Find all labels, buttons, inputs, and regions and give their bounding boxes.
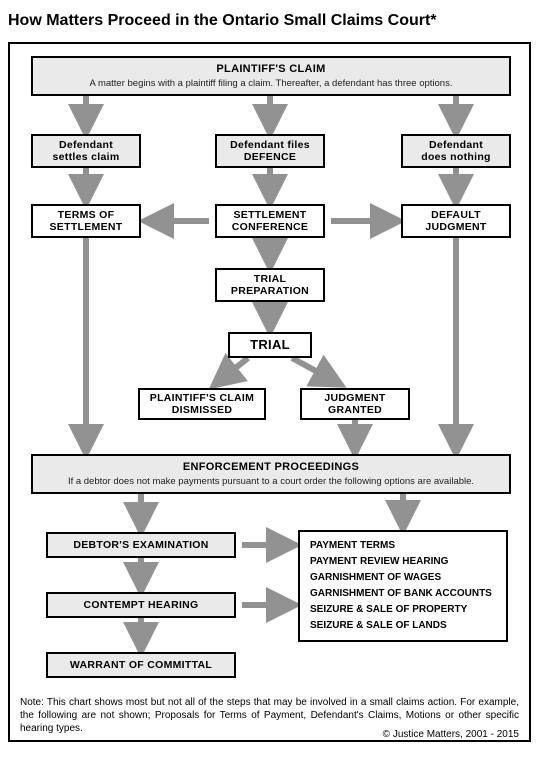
line1: Defendant xyxy=(59,139,113,151)
enf-opt: PAYMENT REVIEW HEARING xyxy=(310,554,496,570)
enf-opt: GARNISHMENT OF BANK ACCOUNTS xyxy=(310,586,496,602)
heading: TRIAL xyxy=(250,338,290,353)
copyright: © Justice Matters, 2001 - 2015 xyxy=(383,729,519,740)
box-enforcement-options: PAYMENT TERMS PAYMENT REVIEW HEARING GAR… xyxy=(298,530,508,642)
heading: DEFAULT JUDGMENT xyxy=(425,209,486,233)
heading: TRIAL PREPARATION xyxy=(231,273,309,297)
box-defendant-settles: Defendant settles claim xyxy=(31,134,141,168)
enf-opt: GARNISHMENT OF WAGES xyxy=(310,570,496,586)
heading: PLAINTIFF'S CLAIM DISMISSED xyxy=(150,392,254,416)
flowchart-canvas: PLAINTIFF'S CLAIM A matter begins with a… xyxy=(8,42,531,742)
heading: CONTEMPT HEARING xyxy=(83,599,198,611)
box-default-judgment: DEFAULT JUDGMENT xyxy=(401,204,511,238)
line1: Defendant xyxy=(429,139,483,151)
box-terms-settlement: TERMS OF SETTLEMENT xyxy=(31,204,141,238)
box-trial-prep: TRIAL PREPARATION xyxy=(215,268,325,302)
line2: does nothing xyxy=(421,151,491,163)
box-dismissed: PLAINTIFF'S CLAIM DISMISSED xyxy=(138,388,266,420)
box-trial: TRIAL xyxy=(228,332,312,358)
page-title: How Matters Proceed in the Ontario Small… xyxy=(8,12,531,30)
box-plaintiff-claim: PLAINTIFF'S CLAIM A matter begins with a… xyxy=(31,56,511,96)
box-debtors-exam: DEBTOR'S EXAMINATION xyxy=(46,532,236,558)
box-defendant-nothing: Defendant does nothing xyxy=(401,134,511,168)
heading: WARRANT OF COMMITTAL xyxy=(70,659,212,671)
heading: PLAINTIFF'S CLAIM xyxy=(216,63,325,76)
line2: settles claim xyxy=(53,151,120,163)
heading: TERMS OF SETTLEMENT xyxy=(50,209,123,233)
heading: DEBTOR'S EXAMINATION xyxy=(73,539,208,551)
box-enforcement: ENFORCEMENT PROCEEDINGS If a debtor does… xyxy=(31,454,511,494)
box-contempt: CONTEMPT HEARING xyxy=(46,592,236,618)
heading: SETTLEMENT CONFERENCE xyxy=(232,209,309,233)
heading: ENFORCEMENT PROCEEDINGS xyxy=(183,461,359,474)
heading: JUDGMENT GRANTED xyxy=(324,392,385,416)
enf-opt: PAYMENT TERMS xyxy=(310,538,496,554)
line2: DEFENCE xyxy=(244,151,296,163)
box-settlement-conference: SETTLEMENT CONFERENCE xyxy=(215,204,325,238)
box-judgment-granted: JUDGMENT GRANTED xyxy=(300,388,410,420)
subtext: A matter begins with a plaintiff filing … xyxy=(90,78,453,89)
enf-opt: SEIZURE & SALE OF LANDS xyxy=(310,618,496,634)
subtext: If a debtor does not make payments pursu… xyxy=(68,476,474,487)
box-warrant: WARRANT OF COMMITTAL xyxy=(46,652,236,678)
enf-opt: SEIZURE & SALE OF PROPERTY xyxy=(310,602,496,618)
box-defendant-defence: Defendant files DEFENCE xyxy=(215,134,325,168)
line1: Defendant files xyxy=(230,139,310,151)
